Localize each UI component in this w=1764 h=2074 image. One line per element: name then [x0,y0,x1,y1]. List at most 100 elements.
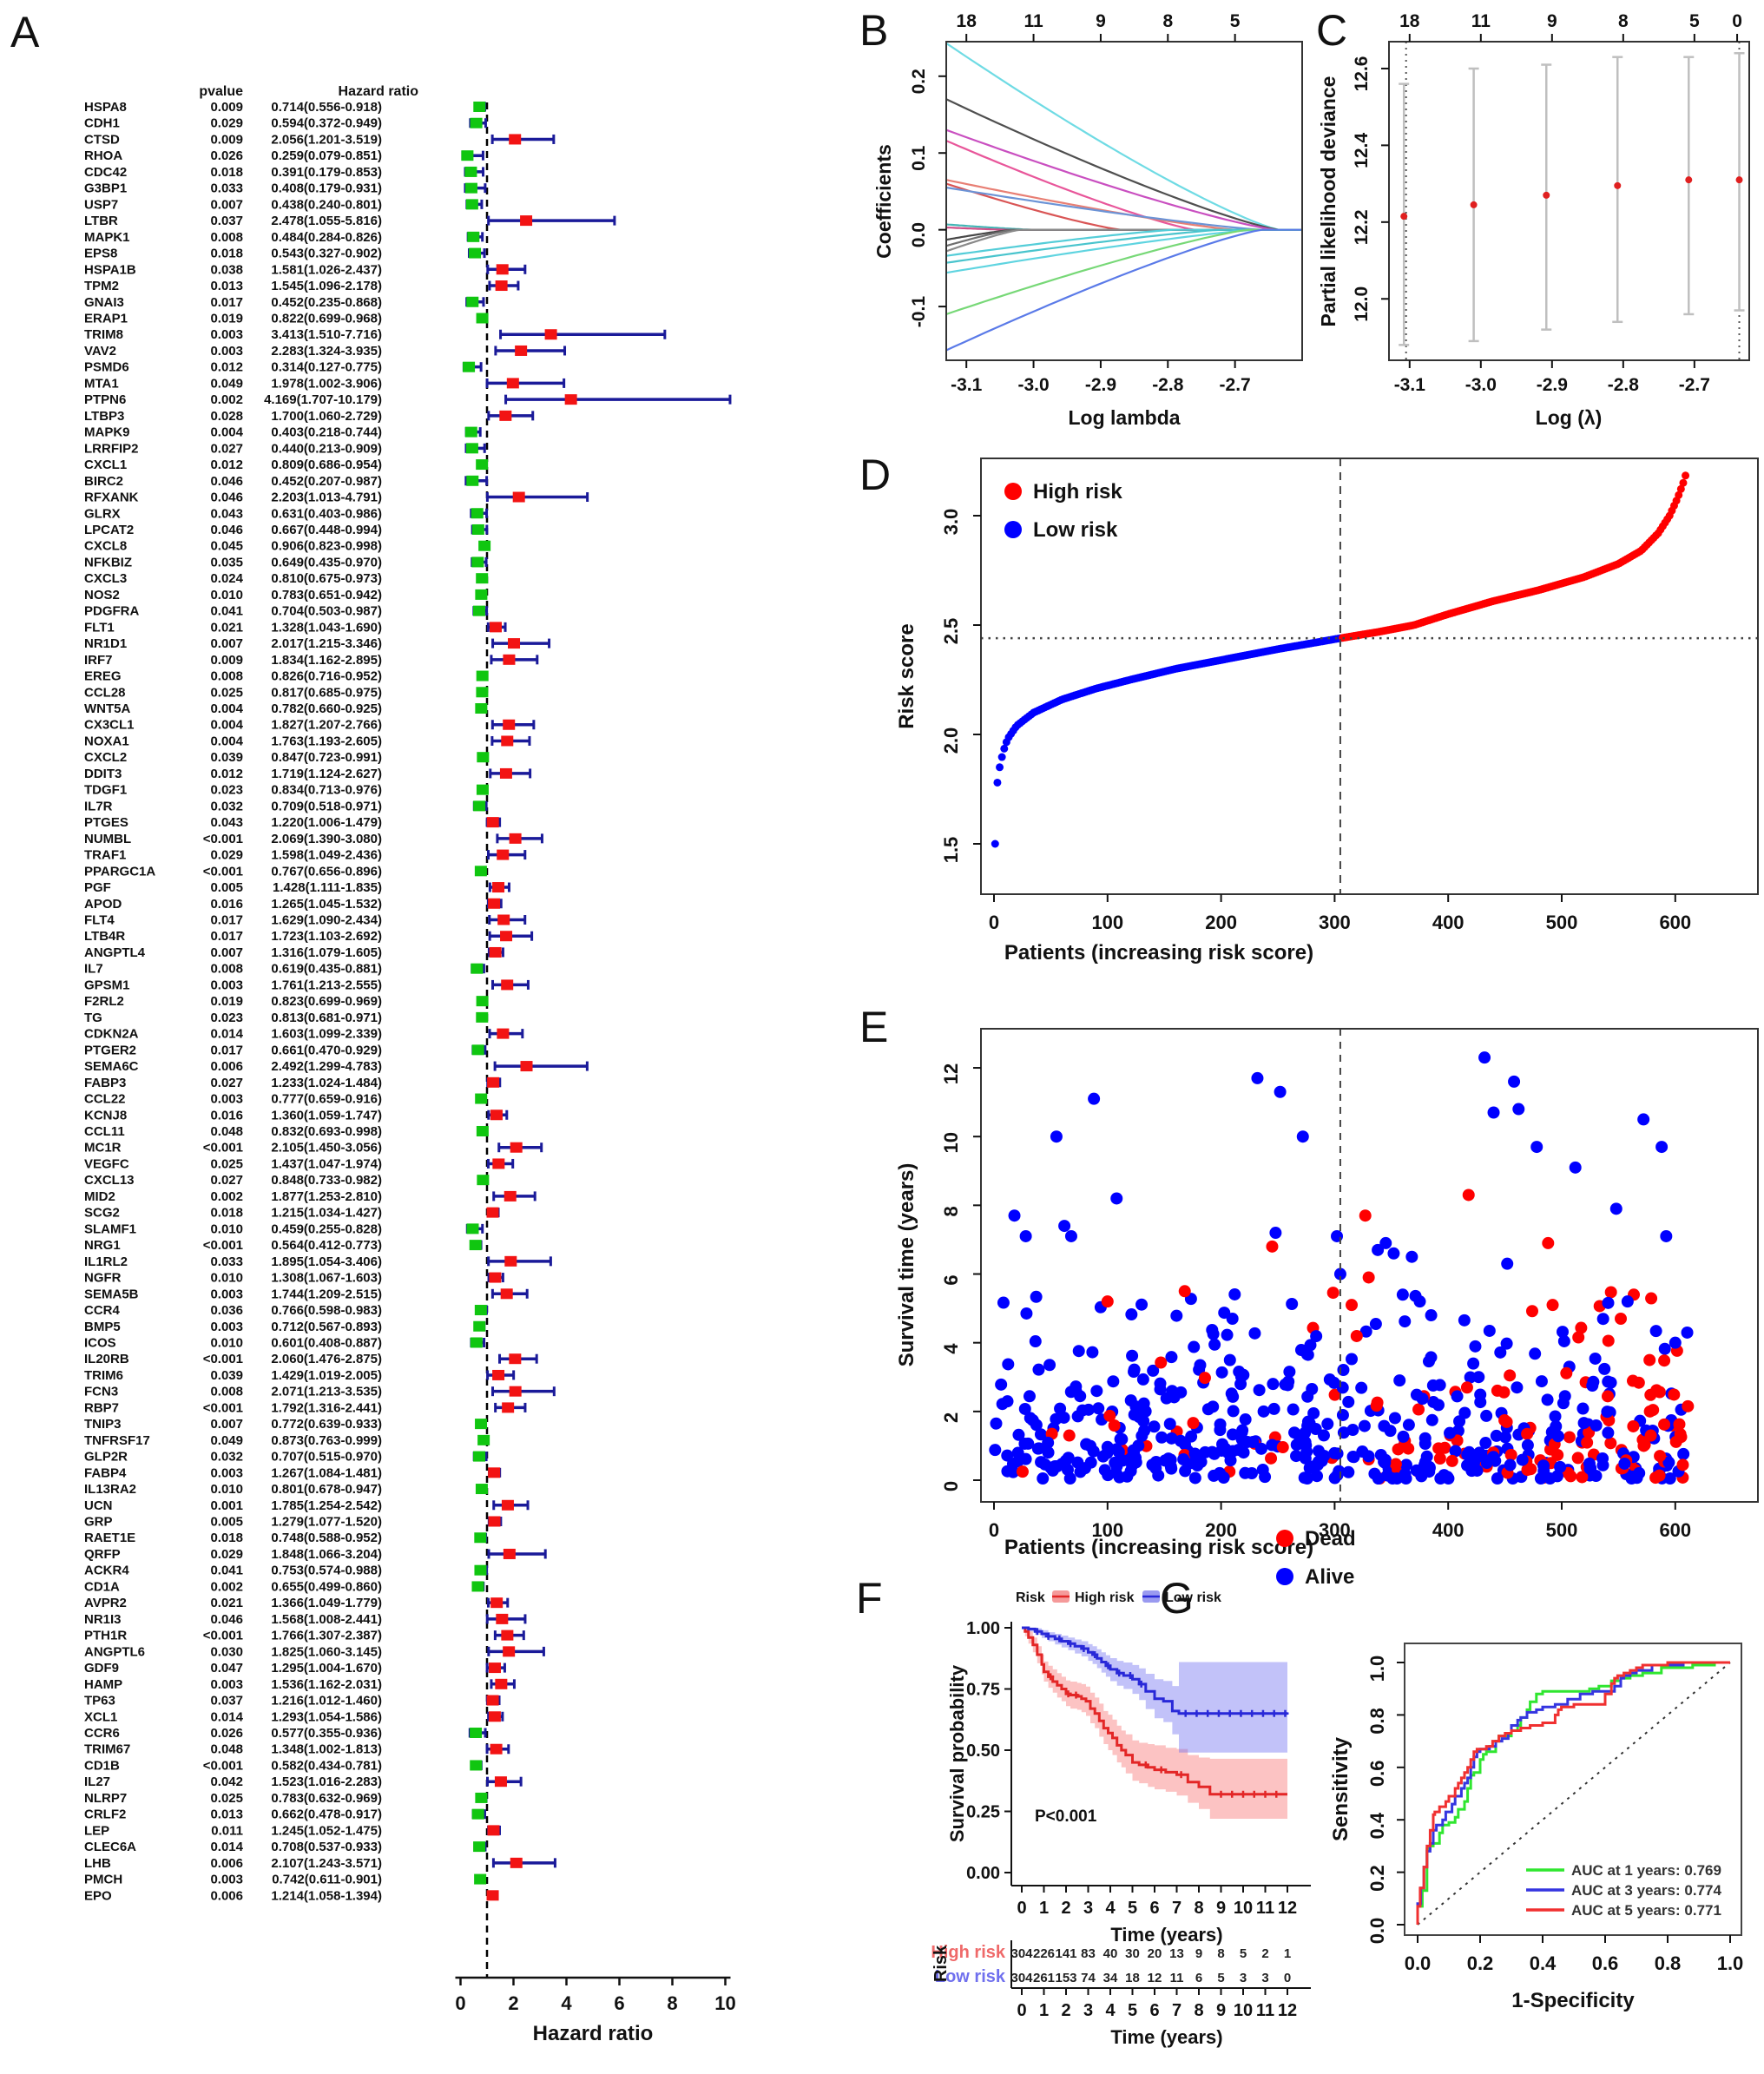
hr-ci-text: 1.629(1.090-2.434) [271,913,382,928]
hr-marker [464,426,477,438]
gene-name: LEP [84,1823,109,1838]
table-x-tick: 12 [1278,2001,1297,2020]
deviance-point [1735,176,1743,184]
hr-ci-text: 2.478(1.055-5.816) [271,214,382,228]
p-value: <0.001 [203,864,243,879]
gene-name: HSPA1B [84,262,136,277]
top-tick: 5 [1230,11,1241,31]
forest-row-LTBP3: LTBP3 0.028 1.700(1.060-2.729) [84,409,535,424]
hr-ci-text: 1.366(1.049-1.779) [271,1596,382,1610]
hr-marker [509,1386,522,1397]
top-tick: 11 [1024,11,1043,31]
x-tick: 1.0 [1717,1952,1744,1974]
forest-row-HSPA8: HSPA8 0.009 0.714(0.556-0.918) [84,100,486,115]
panel-label-e: E [859,1003,889,1051]
p-value: 0.017 [210,913,243,928]
forest-row-LTBR: LTBR 0.037 2.478(1.055-5.816) [84,214,616,228]
hr-ci-text: 1.763(1.193-2.605) [271,734,382,748]
gene-name: IL27 [84,1774,110,1789]
gene-name: AVPR2 [84,1596,127,1610]
gene-name: FLT4 [84,913,115,928]
hr-marker [510,1857,523,1868]
x-tick: 500 [1546,1519,1578,1541]
risk-count: 153 [1055,1971,1076,1985]
hr-ci-text: 0.772(0.639-0.933) [271,1417,382,1432]
x-tick: 0.4 [1530,1952,1557,1974]
x-tick: 8 [1194,1899,1203,1918]
x-axis-label: Patients (increasing risk score) [1004,941,1313,965]
p-value: 0.036 [210,1303,243,1318]
x-tick: 300 [1319,1519,1351,1541]
x-axis-label: Log (λ) [1536,406,1603,429]
p-value: <0.001 [203,1352,243,1366]
p-value: 0.012 [210,767,243,781]
deviance-point [1685,176,1693,184]
hr-ci-text: 2.071(1.213-3.535) [271,1385,382,1399]
gene-name: MC1R [84,1141,122,1156]
hr-ci-text: 0.813(0.681-0.971) [271,1011,382,1025]
hr-ci-text: 1.545(1.096-2.178) [271,279,382,293]
x-tick: -2.8 [1152,375,1184,395]
gene-name: SLAMF1 [84,1221,136,1236]
hr-marker [476,1011,489,1023]
y-tick: 1.5 [940,837,962,864]
x-tick: 6 [1149,1899,1159,1918]
p-value: 0.009 [210,132,243,147]
forest-row-FABP3: FABP3 0.027 1.233(1.024-1.484) [84,1076,502,1090]
hr-marker [502,1402,515,1413]
p-value: 0.012 [210,360,243,375]
hr-marker [496,1613,509,1624]
p-value: 0.004 [210,701,243,716]
p-value: 0.016 [210,897,243,912]
forest-row-IL7R: IL7R 0.032 0.709(0.518-0.971) [84,799,488,813]
risk-count: 20 [1148,1946,1162,1961]
gene-name: ERAP1 [84,311,128,326]
hr-marker [471,556,484,568]
x-axis-label: Patients (increasing risk score) [1004,1536,1313,1559]
x-tick: -3.0 [1465,375,1497,395]
hr-marker [494,1776,507,1788]
p-value: 0.007 [210,945,243,960]
hr-marker [501,1499,514,1511]
forest-row-MID2: MID2 0.002 1.877(1.253-2.810) [84,1189,536,1204]
table-x-tick: 5 [1128,2001,1137,2020]
hr-marker [503,719,516,730]
hr-marker [501,979,514,991]
gene-name: NLRP7 [84,1791,127,1806]
x-axis-label: Log lambda [1068,406,1180,429]
legend-title: Risk [1016,1590,1045,1605]
hr-marker [471,1044,484,1056]
hr-ci-text: 0.314(0.127-0.775) [271,360,382,375]
y-tick: 6 [940,1274,962,1285]
hr-marker [473,1320,486,1332]
forest-row-SEMA5B: SEMA5B 0.003 1.744(1.209-2.515) [84,1287,529,1301]
risk-count: 304 [1010,1946,1033,1961]
hr-ci-text: 1.827(1.207-2.766) [271,718,382,733]
hr-marker [486,1207,499,1218]
gene-name: LPCAT2 [84,523,134,537]
gene-name: XCL1 [84,1709,117,1724]
gene-name: SCG2 [84,1206,120,1221]
legend-dot-low-risk [1004,521,1022,538]
hr-ci-text: 1.744(1.209-2.515) [271,1287,382,1301]
gene-name: NRG1 [84,1238,121,1253]
risk-count: 18 [1125,1971,1140,1985]
hr-marker [463,361,476,372]
x-tick: 0.8 [1655,1952,1682,1974]
gene-name: TRIM6 [84,1368,123,1383]
risk-count: 6 [1195,1971,1202,1985]
p-value: 0.004 [210,734,243,748]
gene-name: CTSD [84,132,120,147]
hr-marker [474,1305,487,1316]
legend-label-auc-1: AUC at 1 years: 0.769 [1571,1862,1721,1879]
gene-name: NUMBL [84,832,131,846]
forest-row-RFXANK: RFXANK 0.046 2.203(1.013-4.791) [84,491,589,505]
gene-name: CX3CL1 [84,718,135,733]
gene-name: MAPK1 [84,230,130,245]
table-x-tick: 9 [1216,2001,1226,2020]
y-axis-label: Survival time (years) [895,1163,918,1367]
hr-marker [510,1142,523,1153]
forest-row-BIRC2: BIRC2 0.046 0.452(0.207-0.987) [84,474,489,489]
forest-row-ICOS: ICOS 0.010 0.601(0.408-0.887) [84,1335,486,1350]
x-tick: 4 [1105,1899,1116,1918]
